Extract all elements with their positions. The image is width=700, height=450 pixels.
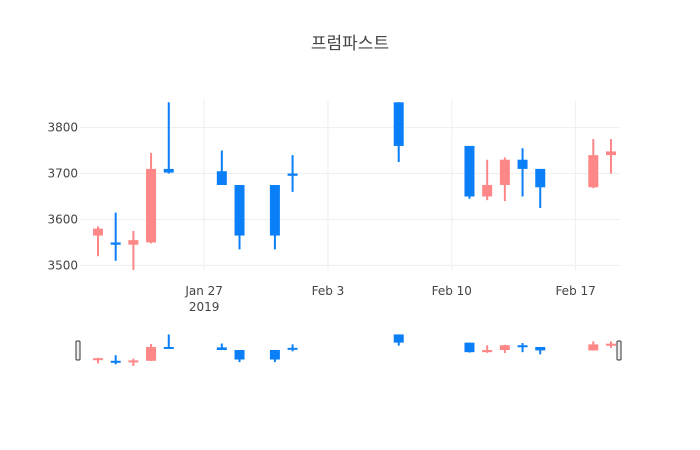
y-tick-label: 3500: [47, 258, 78, 272]
candle-body: [393, 102, 404, 146]
y-tick-label: 3600: [47, 212, 78, 226]
slider-candle-body: [606, 343, 616, 346]
range-slider[interactable]: [75, 334, 622, 366]
chart-title: 프럼파스트: [311, 34, 389, 54]
candle-increasing[interactable]: [606, 139, 616, 174]
candle-decreasing[interactable]: [535, 168, 546, 208]
y-tick-label: 3800: [47, 121, 78, 135]
slider-candle-body: [163, 346, 174, 349]
slider-candle: [588, 341, 599, 351]
grid-lines: [80, 100, 620, 270]
slider-candle-body: [482, 350, 493, 353]
y-axis-ticks: 3500 3600 3700 3800: [47, 121, 78, 273]
slider-candle-body: [588, 344, 599, 351]
candle-body: [464, 145, 475, 197]
candle-body: [287, 173, 298, 176]
candle-body: [128, 240, 139, 245]
slider-candle: [499, 344, 510, 354]
candle-increasing[interactable]: [128, 230, 139, 270]
y-tick-label: 3700: [47, 167, 78, 181]
candle-body: [234, 185, 245, 236]
slider-candle-body: [287, 347, 298, 350]
slider-candle: [606, 341, 616, 348]
x-tick-label: Jan 27: [184, 284, 223, 298]
x-tick-label: Feb 17: [555, 284, 595, 298]
candle-body: [517, 159, 528, 169]
candle-increasing[interactable]: [93, 226, 103, 257]
candle-decreasing[interactable]: [269, 185, 280, 250]
slider-candle: [464, 342, 475, 353]
slider-candle: [535, 346, 546, 355]
slider-candle-body: [216, 347, 227, 350]
candle-decreasing[interactable]: [393, 102, 404, 163]
slider-candle: [393, 334, 404, 346]
candle-body: [482, 185, 493, 197]
slider-candle-body: [269, 350, 280, 360]
candle-decreasing[interactable]: [163, 102, 174, 174]
slider-candle: [163, 334, 174, 349]
slider-candle: [146, 343, 157, 361]
candle-decreasing[interactable]: [517, 148, 528, 197]
range-slider-right-handle[interactable]: [616, 340, 622, 361]
candle-body: [499, 159, 510, 185]
slider-candle: [517, 343, 528, 353]
candle-decreasing[interactable]: [464, 145, 475, 199]
candle-body: [588, 155, 599, 188]
candle-decreasing[interactable]: [287, 155, 298, 192]
range-slider-left-handle[interactable]: [75, 340, 81, 361]
x-tick-sublabel: 2019: [189, 300, 220, 314]
candle-body: [93, 228, 103, 236]
slider-candle: [93, 357, 103, 364]
slider-candle-body: [110, 360, 121, 363]
slider-candle: [216, 343, 227, 350]
x-tick-label: Feb 10: [432, 284, 472, 298]
slider-candle: [482, 345, 493, 353]
x-tick-label: Feb 3: [312, 284, 345, 298]
slider-candle: [128, 358, 139, 366]
x-axis-ticks: Jan 27 2019 Feb 3 Feb 10 Feb 17: [184, 284, 595, 314]
candle-increasing[interactable]: [146, 152, 157, 244]
slider-candle: [234, 350, 245, 363]
slider-candle-body: [499, 345, 510, 350]
candle-body: [606, 151, 616, 156]
slider-candle-body: [146, 346, 157, 361]
candle-body: [163, 168, 174, 173]
slider-candle-body: [93, 358, 103, 361]
candle-increasing[interactable]: [588, 139, 599, 189]
candle-decreasing[interactable]: [234, 185, 245, 250]
slider-candle-body: [128, 360, 139, 363]
candle-decreasing[interactable]: [216, 150, 227, 185]
slider-candle-body: [464, 342, 475, 353]
slider-candle: [287, 344, 298, 352]
candle-body: [216, 171, 227, 185]
candle-body: [146, 168, 157, 243]
candle-body: [110, 242, 121, 245]
candle-increasing[interactable]: [482, 159, 493, 201]
candle-decreasing[interactable]: [110, 212, 121, 261]
slider-candle-body: [535, 346, 546, 351]
candles[interactable]: [93, 102, 616, 270]
slider-candle-body: [393, 334, 404, 343]
candle-increasing[interactable]: [499, 157, 510, 202]
slider-candle: [110, 355, 121, 365]
slider-candle-body: [517, 345, 528, 348]
candle-body: [535, 168, 546, 188]
slider-candle-body: [234, 350, 245, 360]
candle-body: [269, 185, 280, 236]
slider-candle: [269, 350, 280, 363]
